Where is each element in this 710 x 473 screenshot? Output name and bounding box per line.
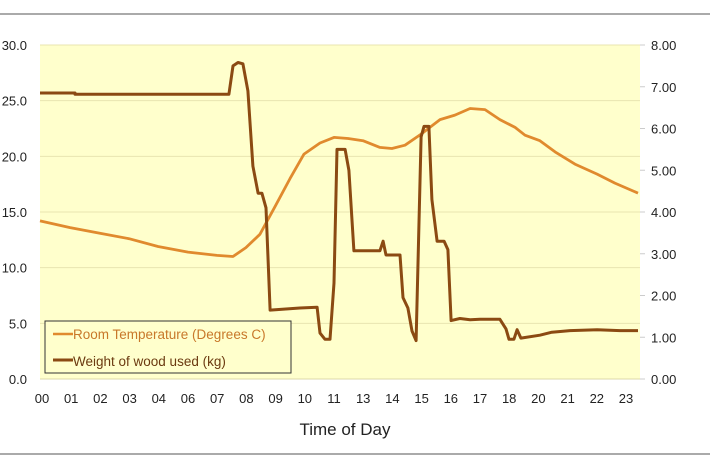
x-tick-label: 14: [385, 391, 399, 406]
right-tick-label: 3.00: [651, 247, 676, 262]
x-tick-label: 01: [64, 391, 78, 406]
x-tick-label: 10: [298, 391, 312, 406]
x-tick-label: 15: [414, 391, 428, 406]
right-tick-label: 5.00: [651, 163, 676, 178]
x-tick-label: 00: [35, 391, 49, 406]
x-tick-label: 20: [531, 391, 545, 406]
x-tick-label: 04: [152, 391, 166, 406]
left-tick-label: 15.0: [2, 205, 27, 220]
x-tick-label: 07: [210, 391, 224, 406]
left-tick-label: 30.0: [2, 38, 27, 53]
right-tick-label: 6.00: [651, 122, 676, 137]
series-line-wood: [40, 61, 638, 343]
right-tick-label: 1.00: [651, 330, 676, 345]
left-tick-label: 20.0: [2, 149, 27, 164]
left-tick-label: 5.0: [9, 316, 27, 331]
series-line-temperature: [39, 107, 639, 258]
x-tick-label: 03: [122, 391, 136, 406]
x-tick-label: 21: [560, 391, 574, 406]
left-tick-label: 0.0: [9, 372, 27, 387]
right-tick-label: 0.00: [651, 372, 676, 387]
x-tick-label: 06: [181, 391, 195, 406]
right-tick-label: 8.00: [651, 38, 676, 53]
x-tick-label: 16: [444, 391, 458, 406]
left-tick-label: 25.0: [2, 94, 27, 109]
x-tick-label: 22: [590, 391, 604, 406]
left-tick-label: 10.0: [2, 261, 27, 276]
legend-label-wood: Weight of wood used (kg): [73, 354, 226, 369]
x-axis-title: Time of Day: [299, 420, 391, 439]
x-tick-label: 13: [356, 391, 370, 406]
x-tick-label: 11: [327, 391, 341, 406]
x-tick-label: 02: [93, 391, 107, 406]
x-tick-label: 08: [239, 391, 253, 406]
x-tick-label: 17: [473, 391, 487, 406]
x-tick-label: 09: [268, 391, 282, 406]
legend: Room Temperature (Degrees C) Weight of w…: [44, 320, 292, 374]
x-tick-label: 23: [619, 391, 633, 406]
x-tick-label: 18: [502, 391, 516, 406]
legend-label-temperature: Room Temperature (Degrees C): [73, 327, 266, 342]
right-tick-label: 7.00: [651, 80, 676, 95]
right-tick-label: 2.00: [651, 289, 676, 304]
right-tick-label: 4.00: [651, 205, 676, 220]
